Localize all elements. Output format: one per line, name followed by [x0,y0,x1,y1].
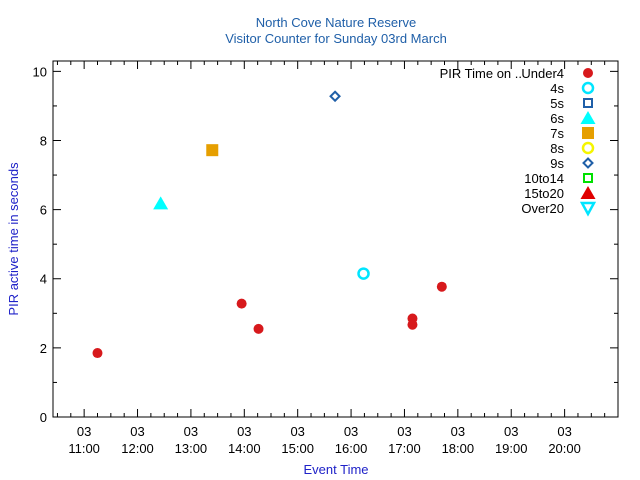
x-tick-day-label: 03 [130,424,144,439]
data-point-under4 [436,281,447,292]
legend-marker-9s [582,157,594,169]
legend-label-15to20: 15to20 [524,186,564,201]
legend-marker-7s [582,127,594,139]
chart-subtitle: Visitor Counter for Sunday 03rd March [225,31,447,46]
x-tick-day-label: 03 [77,424,91,439]
x-tick-day-label: 03 [451,424,465,439]
legend-label-6s: 6s [550,111,564,126]
x-tick-time-label: 13:00 [175,441,208,456]
x-tick-day-label: 03 [290,424,304,439]
x-tick-time-label: 16:00 [335,441,368,456]
y-tick-label: 4 [40,272,47,287]
axes: 0 2 4 6 8 10 03 11:00 03 12:00 03 13:00 03 14:00 03 15:… [33,61,618,456]
x-tick-day-label: 03 [344,424,358,439]
x-tick-time-label: 17:00 [388,441,421,456]
data-points [92,90,447,359]
legend-marker-8s [581,141,595,155]
data-point-7s [206,144,219,157]
chart-title: North Cove Nature Reserve [256,15,416,30]
x-tick-time-label: 20:00 [548,441,581,456]
legend-marker-over20 [579,201,597,217]
x-tick-day-label: 03 [557,424,571,439]
y-tick-label: 2 [40,341,47,356]
data-point-4s [357,267,370,280]
legend-marker-5s [583,98,593,108]
plot-frame [52,60,619,418]
x-tick-time-label: 11:00 [68,441,100,456]
x-tick-day-label: 03 [184,424,198,439]
legend-marker-6s [580,111,596,124]
legend-label-4s: 4s [550,81,564,96]
y-tick-label: 10 [33,64,47,79]
x-tick-time-label: 15:00 [281,441,314,456]
legend-label-5s: 5s [550,96,564,111]
x-tick-time-label: 19:00 [495,441,528,456]
data-point-under4 [92,348,103,359]
legend-label-9s: 9s [550,156,564,171]
data-point-9s [329,90,341,103]
x-tick-day-label: 03 [237,424,251,439]
data-point-under4 [253,323,264,334]
legend-marker-10to14 [583,173,593,183]
y-tick-label: 8 [40,133,47,148]
legend-label-8s: 8s [550,141,564,156]
legend-marker-15to20 [580,186,596,199]
data-point-under4 [407,319,418,330]
x-axis-label: Event Time [303,462,368,477]
legend-marker-4s [581,81,595,95]
legend: PIR Time on .. Under44s5s6s7s8s9s10to141… [440,66,597,217]
y-tick-label: 0 [40,410,47,425]
x-tick-time-label: 14:00 [228,441,261,456]
data-point-under4 [236,298,247,309]
data-point-6s [153,196,169,210]
legend-marker-under4 [583,68,593,78]
x-tick-day-label: 03 [504,424,518,439]
y-axis-label: PIR active time in seconds [6,162,21,316]
legend-label-over20: Over20 [521,201,564,216]
x-tick-time-label: 12:00 [121,441,154,456]
y-tick-label: 6 [40,203,47,218]
legend-label-10to14: 10to14 [524,171,564,186]
x-tick-time-label: 18:00 [442,441,475,456]
legend-label-under4: Under4 [521,66,564,81]
legend-title: PIR Time on .. [440,66,522,81]
x-tick-day-label: 03 [397,424,411,439]
legend-label-7s: 7s [550,126,564,141]
